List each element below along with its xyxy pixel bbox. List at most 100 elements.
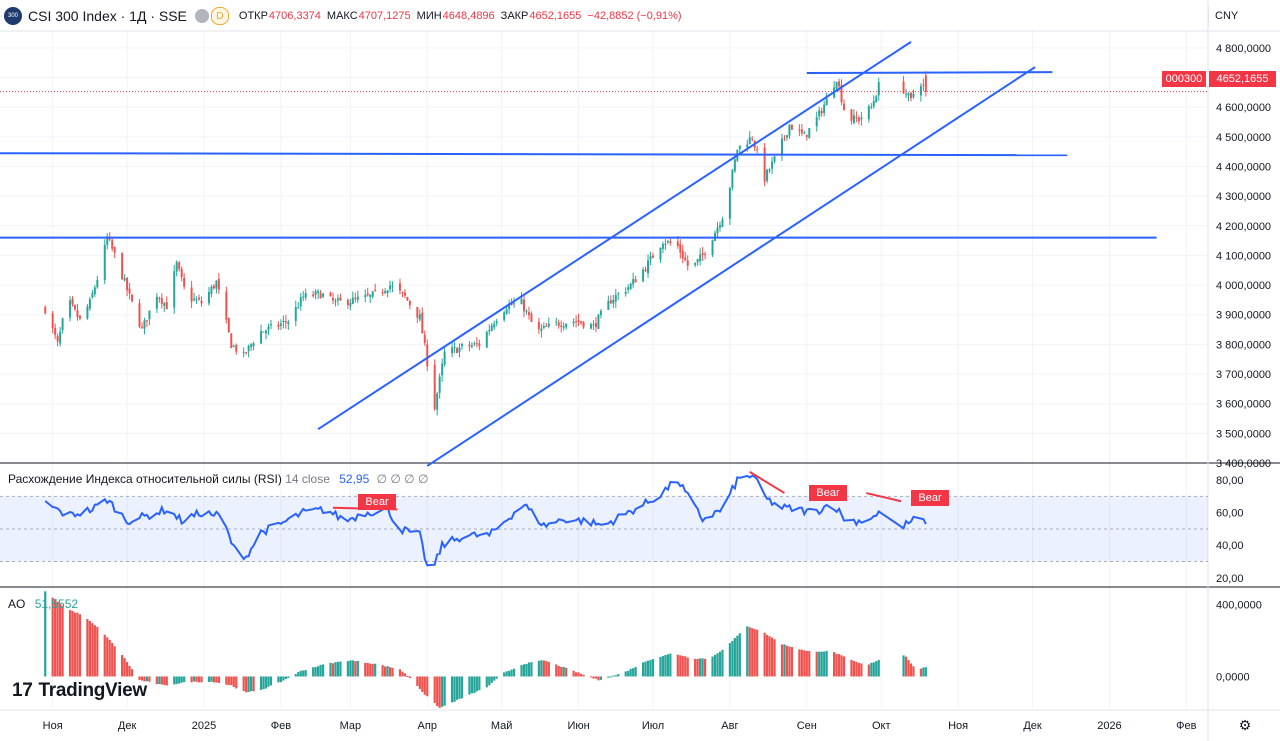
candle-body [540, 328, 543, 332]
candle-body [61, 318, 64, 331]
candle-body [304, 293, 307, 298]
candle-body [374, 289, 377, 291]
ao-bar [589, 676, 593, 678]
ao-bar [738, 633, 741, 677]
candle-body [173, 271, 176, 308]
ao-bar [857, 662, 860, 677]
candle-body [165, 302, 168, 310]
ao-bar [597, 676, 600, 681]
candle-body [287, 321, 290, 325]
ao-bar [96, 626, 99, 677]
tradingview-logo[interactable]: 17 TradingView [12, 680, 147, 702]
candle-body [155, 296, 158, 309]
candle-body [336, 298, 339, 301]
ao-value: 51,5552 [34, 597, 79, 611]
high-value: 4707,1275 [358, 10, 411, 22]
candle-body [664, 243, 667, 246]
ao-bar [748, 627, 751, 677]
time-axis-tick-label: Сен [797, 720, 817, 732]
ao-bar [694, 658, 697, 677]
candle-body [547, 323, 550, 327]
ao-bar [262, 676, 265, 690]
ao-bar [922, 667, 925, 677]
candle-body [138, 303, 141, 327]
ao-bar [634, 666, 637, 677]
candle-body [121, 253, 124, 280]
ao-bar [614, 675, 617, 677]
ao-bar [599, 676, 603, 680]
candle-body [235, 345, 238, 352]
interval-badge[interactable]: D [210, 7, 229, 25]
candle-body [790, 124, 793, 130]
rsi-legend[interactable]: Расхождение Индекса относительной силы (… [8, 472, 428, 486]
ao-bar [703, 658, 707, 677]
symbol-icon[interactable]: 300 [4, 7, 22, 25]
ao-bar [284, 676, 287, 680]
ao-bar [391, 667, 394, 677]
ao-bar [381, 665, 384, 677]
ao-bar [783, 644, 786, 677]
ao-bar [183, 676, 186, 683]
ao-bar [242, 676, 245, 691]
candle-body [870, 106, 873, 108]
ao-bar [158, 676, 161, 685]
currency-selector[interactable]: CNY [1208, 6, 1278, 26]
candle-body [369, 294, 372, 297]
ao-bar [200, 676, 203, 683]
candle-body [679, 244, 682, 253]
ao-bar [607, 676, 610, 678]
ao-bar [773, 639, 776, 677]
ao-bar [401, 671, 404, 677]
ao-bar [718, 651, 722, 677]
candle-body [857, 117, 860, 122]
ao-bar [398, 669, 402, 677]
rsi-line [44, 474, 927, 567]
candle-body [632, 279, 635, 285]
candle-body [642, 269, 645, 282]
ao-bar [770, 637, 774, 677]
time-axis-tick-label: Июл [642, 720, 664, 732]
ao-bar [753, 629, 756, 677]
symbol-title[interactable]: CSI 300 Index · 1Д · SSE [28, 8, 187, 24]
ao-bar [790, 647, 794, 677]
candle-body [54, 327, 57, 335]
ao-bar [751, 628, 754, 677]
candle-body [905, 93, 908, 95]
ao-axis-tick-label: 0,0000 [1216, 671, 1250, 683]
ao-bar [877, 659, 880, 677]
ao-bar [579, 673, 583, 677]
tradingview-brand-name: TradingView [38, 680, 148, 701]
ao-bar [478, 676, 481, 691]
candle-body [331, 297, 334, 301]
candle-body [128, 288, 131, 294]
candle-body [545, 325, 548, 327]
candle-body [443, 351, 446, 365]
candle-body [217, 278, 220, 290]
candle-body [696, 259, 699, 263]
gear-icon[interactable]: ⚙ [1238, 716, 1252, 733]
ao-legend[interactable]: AO 51,5552 [8, 597, 78, 611]
ao-bar [800, 649, 803, 677]
candle-body [808, 128, 811, 139]
candle-body [557, 322, 560, 326]
ao-bar [349, 660, 352, 677]
candle-body [840, 84, 843, 103]
ao-bar [713, 654, 717, 677]
ao-bar [850, 659, 853, 677]
time-axis-tick-label: Май [491, 720, 513, 732]
ao-bar [545, 660, 548, 677]
ao-bar [696, 658, 699, 677]
rsi-band [0, 496, 1208, 562]
candle-body [86, 306, 89, 319]
candle-body [872, 100, 875, 107]
ao-bar [837, 654, 841, 677]
ao-bar [721, 649, 724, 677]
ao-bar [852, 660, 856, 677]
ao-bar [433, 676, 436, 703]
open-label: ОТКР [238, 10, 268, 22]
ao-bar [297, 672, 300, 677]
candle-body [919, 85, 922, 96]
candle-body [160, 297, 163, 304]
time-axis-tick-label: Ноя [948, 720, 968, 732]
